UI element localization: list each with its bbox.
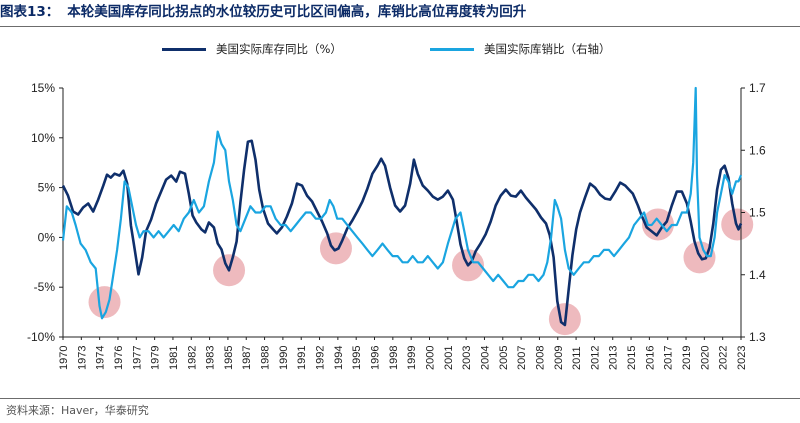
y-left-tick-label-5: -10%: [27, 330, 55, 344]
figure-title: 图表13： 本轮美国库存同比拐点的水位较历史可比区间偏高，库销比高位再度转为回升: [0, 0, 800, 24]
x-tick-label-31: 2015: [626, 346, 638, 370]
title-rule: [0, 26, 800, 27]
x-tick-label-15: 1994: [333, 346, 345, 370]
x-tick-label-35: 2020: [699, 346, 711, 370]
y-right-tick-label-4: 1.3: [749, 330, 766, 344]
x-tick-label-36: 2022: [718, 346, 730, 370]
line-chart: 15% 10% 5% 0% -5% -10% 1.7 1.6 1.5 1.4 1.3 1970 1973…: [27, 81, 766, 370]
x-tick-label-11: 1988: [260, 346, 272, 370]
legend-label-inventory-yoy: 美国实际库存同比（%）: [216, 42, 342, 56]
x-tick-label-9: 1985: [223, 346, 235, 370]
y-right-tick-label-1: 1.6: [749, 143, 766, 157]
y-left-tick-label-0: 15%: [31, 81, 55, 95]
x-tick-label-32: 2016: [644, 346, 656, 370]
source-rule: [0, 398, 800, 399]
x-tick-label-16: 1995: [351, 346, 363, 370]
series-line-inventory-yoy: [61, 139, 743, 327]
x-tick-label-23: 2004: [479, 346, 491, 370]
x-tick-label-2: 1974: [95, 346, 107, 370]
y-left-tick-label-3: 0%: [38, 230, 56, 244]
legend-swatch-inventory-sales-ratio: [430, 48, 474, 51]
x-tick-label-5: 1979: [150, 346, 162, 370]
y-right-tick-label-2: 1.5: [749, 206, 766, 220]
x-tick-label-19: 1999: [406, 346, 418, 370]
y-left-tick-label-4: -5%: [34, 280, 56, 294]
x-tick-label-3: 1976: [113, 346, 125, 370]
series-line-inventory-sales-ratio: [61, 86, 743, 320]
x-tick-label-1: 1973: [76, 346, 88, 370]
legend-item-inventory-sales-ratio: 美国实际库销比（右轴）: [430, 41, 611, 57]
x-tick-label-33: 2017: [663, 346, 675, 370]
x-tick-label-6: 1981: [168, 346, 180, 370]
y-right-tick-label-3: 1.4: [749, 268, 766, 282]
figure-title-text: 本轮美国库存同比拐点的水位较历史可比区间偏高，库销比高位再度转为回升: [67, 4, 527, 20]
x-tick-label-7: 1982: [186, 346, 198, 370]
x-tick-label-12: 1990: [278, 346, 290, 370]
y-left-tick-label-2: 5%: [38, 181, 56, 195]
x-tick-label-8: 1983: [205, 346, 217, 370]
source-note: 资料来源：Haver，华泰研究: [6, 404, 149, 417]
x-tick-label-34: 2019: [681, 346, 693, 370]
x-tick-label-30: 2013: [608, 346, 620, 370]
x-tick-label-25: 2007: [516, 346, 528, 370]
x-tick-label-18: 1998: [388, 346, 400, 370]
legend-swatch-inventory-yoy: [162, 48, 206, 51]
legend-label-inventory-sales-ratio: 美国实际库销比（右轴）: [484, 42, 611, 56]
x-tick-label-17: 1996: [370, 346, 382, 370]
x-tick-label-24: 2005: [498, 346, 510, 370]
y-left-tick-label-1: 10%: [31, 131, 55, 145]
x-tick-label-22: 2003: [461, 346, 473, 370]
x-tick-label-29: 2012: [589, 346, 601, 370]
x-tick-label-10: 1987: [241, 346, 253, 370]
x-tick-label-4: 1977: [131, 346, 143, 370]
x-tick-label-0: 1970: [58, 346, 70, 370]
x-tick-label-26: 2008: [534, 346, 546, 370]
x-tick-label-37: 2023: [736, 346, 748, 370]
highlight-circle-0: [88, 286, 121, 319]
highlight-circle-5: [641, 208, 674, 241]
x-tick-label-13: 1991: [296, 346, 308, 370]
x-tick-label-20: 2000: [424, 346, 436, 370]
x-tick-label-27: 2009: [553, 346, 565, 370]
x-tick-label-28: 2011: [571, 346, 583, 370]
x-tick-label-21: 2001: [443, 346, 455, 370]
x-tick-label-14: 1992: [315, 346, 327, 370]
legend-item-inventory-yoy: 美国实际库存同比（%）: [162, 41, 342, 57]
y-right-tick-label-0: 1.7: [749, 81, 766, 95]
figure-number: 图表13：: [0, 4, 60, 20]
